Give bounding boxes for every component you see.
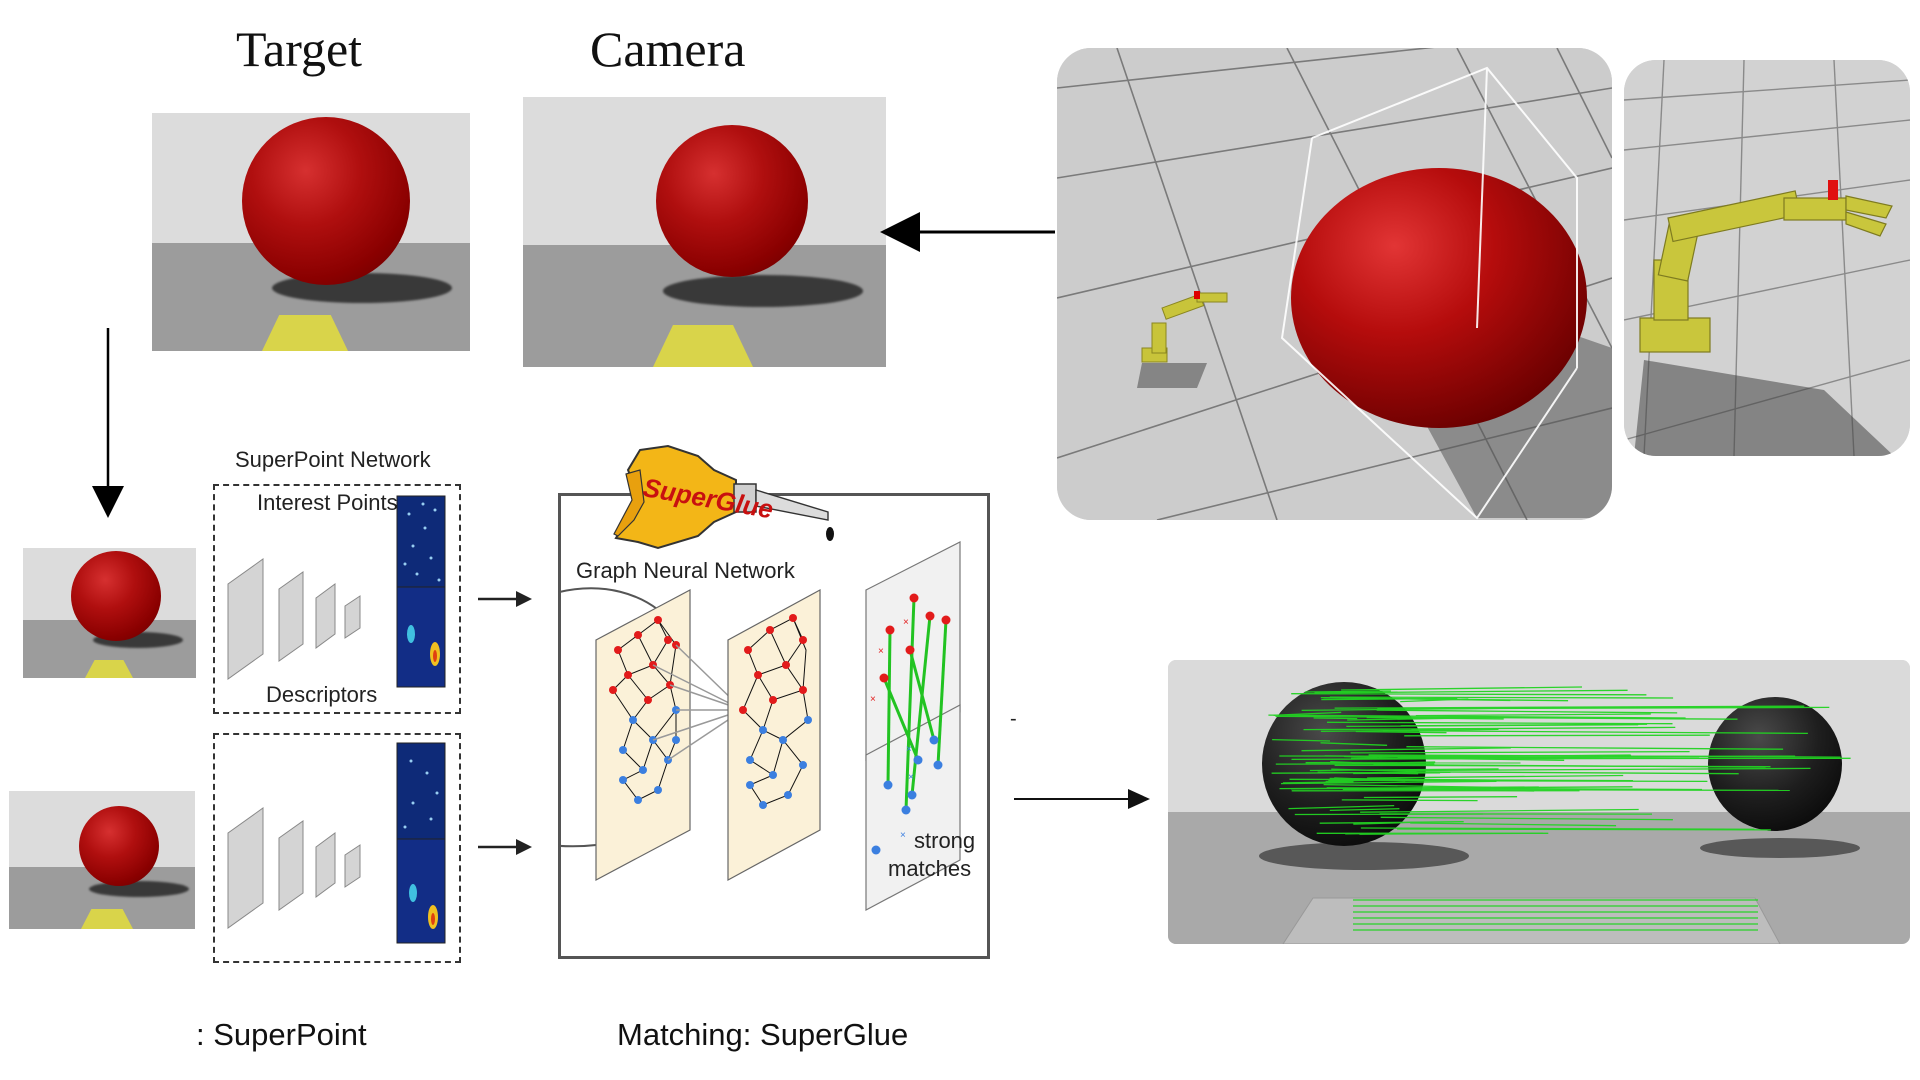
target-title: Target bbox=[236, 21, 363, 77]
match-result-image bbox=[1168, 660, 1910, 944]
target-down-arrow bbox=[92, 328, 124, 518]
simulation-view-wide bbox=[1057, 48, 1612, 520]
arrow-to-superglue-1 bbox=[478, 591, 532, 607]
superglue-tube-icon bbox=[613, 444, 834, 550]
match-line bbox=[1320, 728, 1499, 733]
match-line bbox=[1415, 713, 1651, 717]
superpoint-network-box-2 bbox=[213, 733, 461, 963]
strong-matches-label-1: strong bbox=[914, 828, 975, 853]
match-line bbox=[1366, 716, 1504, 720]
match-line bbox=[1368, 754, 1841, 758]
match-line bbox=[1376, 709, 1678, 714]
match-line bbox=[1329, 696, 1674, 699]
target-image bbox=[152, 113, 470, 351]
interest-points-label: Interest Points bbox=[257, 490, 398, 515]
match-line bbox=[1416, 771, 1739, 775]
match-line bbox=[1326, 721, 1673, 725]
match-line bbox=[1289, 778, 1634, 782]
match-line bbox=[1301, 747, 1511, 752]
svg-text:×: × bbox=[906, 744, 912, 755]
match-line bbox=[1282, 781, 1354, 784]
match-line bbox=[1363, 796, 1518, 799]
match-line bbox=[1380, 816, 1673, 821]
match-line bbox=[1320, 742, 1388, 746]
match-line bbox=[1272, 738, 1331, 742]
simulation-view-closeup bbox=[1624, 60, 1910, 456]
match-line bbox=[1359, 832, 1543, 835]
match-line bbox=[1341, 799, 1478, 802]
match-line bbox=[1367, 774, 1624, 779]
input-image-1 bbox=[23, 548, 196, 678]
svg-text:×: × bbox=[870, 694, 876, 705]
strong-matches-label-2: matches bbox=[888, 856, 971, 881]
match-line bbox=[1410, 822, 1617, 827]
match-line bbox=[1377, 705, 1799, 710]
match-line bbox=[1309, 768, 1499, 772]
match-line bbox=[1346, 724, 1639, 728]
input-image-2 bbox=[9, 791, 195, 929]
svg-text:×: × bbox=[878, 646, 884, 657]
match-line bbox=[1342, 788, 1790, 792]
match-line bbox=[1288, 804, 1395, 810]
match-line bbox=[1323, 783, 1492, 788]
match-line bbox=[1341, 686, 1583, 691]
sim-to-camera-arrow bbox=[880, 212, 1055, 252]
match-line bbox=[1291, 757, 1544, 761]
arrow-to-result bbox=[1014, 789, 1150, 809]
match-line bbox=[1355, 730, 1447, 734]
superpoint-caption: : SuperPoint bbox=[196, 1017, 367, 1052]
match-line bbox=[1334, 764, 1771, 768]
arrow-to-superglue-2 bbox=[478, 839, 532, 855]
stray-dash: - bbox=[1010, 708, 1017, 730]
superglue-caption: Matching: SuperGlue bbox=[617, 1017, 909, 1052]
match-line bbox=[1392, 767, 1811, 772]
match-line bbox=[1350, 750, 1690, 754]
match-line bbox=[1404, 734, 1710, 737]
superpoint-network-label: SuperPoint Network bbox=[235, 447, 431, 472]
svg-text:×: × bbox=[908, 772, 914, 783]
match-line bbox=[1304, 690, 1391, 693]
match-line bbox=[1320, 696, 1511, 702]
match-line bbox=[1291, 693, 1647, 696]
svg-text:×: × bbox=[903, 617, 909, 628]
gnn-label: Graph Neural Network bbox=[576, 558, 796, 583]
camera-image bbox=[523, 97, 886, 367]
match-line bbox=[1291, 786, 1633, 790]
match-line bbox=[1406, 746, 1784, 750]
camera-title: Camera bbox=[590, 21, 746, 77]
superglue-graphics: SuperGlue Graph Neural Network bbox=[558, 444, 975, 911]
match-line bbox=[1360, 808, 1639, 813]
graph-panel-1 bbox=[595, 589, 691, 881]
match-line bbox=[1314, 689, 1628, 694]
superglue-box bbox=[558, 493, 990, 959]
svg-text:×: × bbox=[900, 830, 906, 841]
match-line bbox=[1319, 821, 1464, 824]
match-line bbox=[1382, 729, 1808, 735]
match-line bbox=[1268, 714, 1686, 719]
match-line bbox=[1360, 827, 1755, 830]
match-line bbox=[1329, 808, 1400, 812]
superpoint-network-box-1 bbox=[213, 484, 461, 714]
match-line bbox=[1313, 717, 1358, 720]
descriptors-label: Descriptors bbox=[266, 682, 378, 707]
match-line bbox=[1280, 780, 1497, 785]
match-line bbox=[1353, 772, 1441, 775]
match-line bbox=[1303, 726, 1676, 731]
